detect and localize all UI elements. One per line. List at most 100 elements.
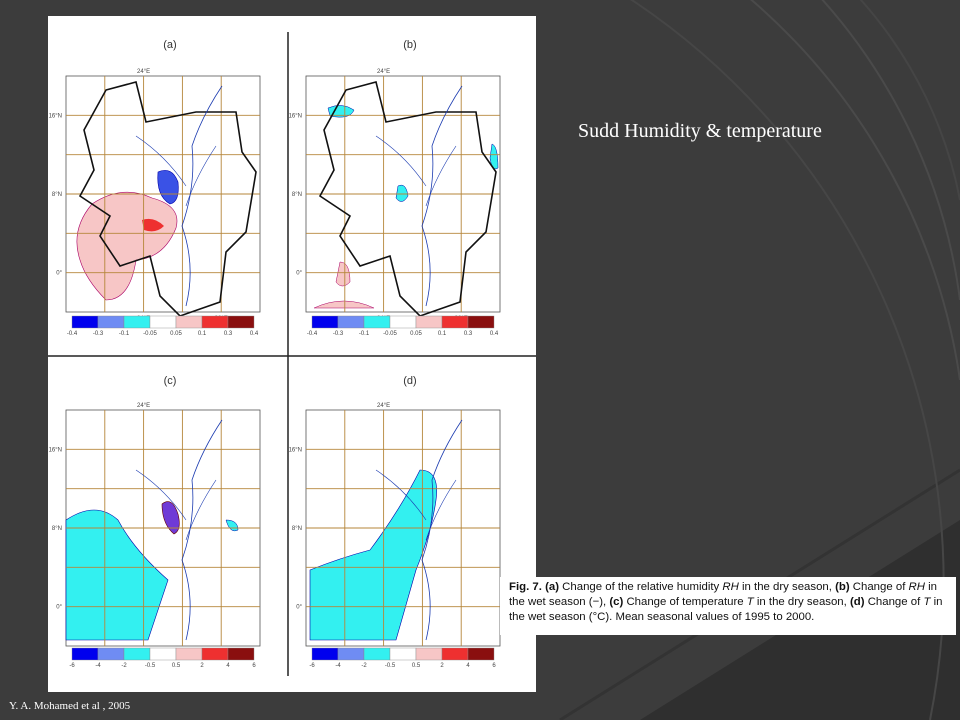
country-boundary bbox=[318, 81, 497, 317]
lon-top-label: 24°E bbox=[137, 403, 150, 409]
scale-tick-3: -0.05 bbox=[383, 331, 397, 337]
rh-wet-region-4 bbox=[313, 300, 375, 309]
lat-bottom-label: 0° bbox=[296, 271, 302, 277]
scale-swatch-6 bbox=[467, 315, 495, 329]
scale-tick-2: -2 bbox=[361, 663, 367, 669]
scale-swatch-0 bbox=[71, 315, 99, 329]
slide-title: Sudd Humidity & temperature bbox=[578, 120, 822, 142]
lon-top-label: 24°E bbox=[377, 403, 390, 409]
scale-swatch-5 bbox=[201, 315, 229, 329]
country-boundary bbox=[78, 81, 257, 317]
caption-c: (c) bbox=[609, 596, 624, 608]
lat-bottom-label: 0° bbox=[296, 605, 302, 611]
scale-tick-5: 2 bbox=[200, 663, 204, 669]
caption-d-text: Change of bbox=[864, 596, 924, 608]
scale-tick-7: 6 bbox=[492, 663, 496, 669]
scale-tick-4: 0.5 bbox=[172, 663, 181, 669]
lat-top-label: 16°N bbox=[49, 447, 62, 453]
temp-dry-mixed-region bbox=[161, 501, 180, 535]
scale-swatch-4 bbox=[415, 647, 443, 661]
scale-swatch-6 bbox=[227, 315, 255, 329]
caption-b-text: Change of bbox=[849, 581, 909, 593]
scale-swatch-0 bbox=[311, 647, 339, 661]
scale-tick-1: -4 bbox=[95, 663, 101, 669]
lat-mid-label: 8°N bbox=[52, 526, 62, 532]
river-nile bbox=[181, 419, 223, 641]
lat-bottom-label: 0° bbox=[56, 605, 62, 611]
caption-b-tail: in the wet season (−), bbox=[509, 581, 938, 608]
scale-tick-1: -4 bbox=[335, 663, 341, 669]
author-credit: Y. A. Mohamed et al , 2005 bbox=[9, 700, 131, 712]
scale-tick-7: 0.4 bbox=[490, 331, 499, 337]
scale-swatch-2 bbox=[123, 315, 151, 329]
caption-a: (a) bbox=[545, 581, 560, 593]
scale-tick-6: 4 bbox=[466, 663, 470, 669]
caption-b: (b) bbox=[835, 581, 850, 593]
scale-tick-7: 0.4 bbox=[250, 331, 259, 337]
scale-swatch-4 bbox=[175, 315, 203, 329]
scale-tick-6: 4 bbox=[226, 663, 230, 669]
scale-swatch-1 bbox=[337, 315, 365, 329]
figure-image: (a)24°E24°E32°E16°N8°N0°-0.4-0.3-0.1-0.0… bbox=[48, 16, 536, 692]
scale-swatch-6 bbox=[227, 647, 255, 661]
caption-t2: T bbox=[923, 596, 931, 608]
scale-swatch-0 bbox=[311, 315, 339, 329]
caption-d: (d) bbox=[849, 596, 865, 608]
scale-swatch-5 bbox=[201, 647, 229, 661]
scale-tick-5: 0.1 bbox=[198, 331, 207, 337]
scale-swatch-3 bbox=[149, 647, 177, 661]
caption-c-tail: in the dry season, bbox=[753, 596, 850, 608]
scale-tick-7: 6 bbox=[252, 663, 256, 669]
scale-tick-3: -0.5 bbox=[385, 663, 396, 669]
lat-top-label: 16°N bbox=[49, 113, 62, 119]
lat-top-label: 16°N bbox=[289, 447, 302, 453]
scale-tick-1: -0.3 bbox=[93, 331, 104, 337]
caption-a-tail: in the dry season, bbox=[738, 581, 836, 593]
lat-mid-label: 8°N bbox=[292, 526, 302, 532]
scale-swatch-2 bbox=[363, 315, 391, 329]
scale-tick-4: 0.05 bbox=[410, 331, 422, 337]
caption-c-text: Change of temperature bbox=[623, 596, 747, 608]
scale-tick-3: -0.05 bbox=[143, 331, 157, 337]
river-tributary bbox=[375, 135, 457, 207]
panel-label-0: (a) bbox=[163, 39, 176, 51]
scale-tick-0: -0.4 bbox=[67, 331, 78, 337]
river-nile bbox=[421, 419, 463, 641]
scale-swatch-2 bbox=[363, 647, 391, 661]
lat-bottom-label: 0° bbox=[56, 271, 62, 277]
lat-mid-label: 8°N bbox=[52, 192, 62, 198]
scale-tick-0: -6 bbox=[309, 663, 315, 669]
lon-top-label: 24°E bbox=[137, 69, 150, 75]
scale-tick-4: 0.05 bbox=[170, 331, 182, 337]
caption-t1: T bbox=[746, 596, 754, 608]
panel-label-1: (b) bbox=[403, 39, 416, 51]
scale-tick-2: -0.1 bbox=[119, 331, 130, 337]
caption-fig: Fig. 7. bbox=[509, 581, 542, 593]
scale-swatch-1 bbox=[97, 315, 125, 329]
scale-tick-2: -0.1 bbox=[359, 331, 370, 337]
figure-panels: (a)24°E24°E32°E16°N8°N0°-0.4-0.3-0.1-0.0… bbox=[48, 32, 536, 676]
scale-swatch-0 bbox=[71, 647, 99, 661]
caption-rh2: RH bbox=[908, 581, 925, 593]
river-nile bbox=[181, 85, 223, 307]
scale-tick-3: -0.5 bbox=[145, 663, 156, 669]
scale-swatch-1 bbox=[97, 647, 125, 661]
caption-a-text: Change of the relative humidity bbox=[559, 581, 723, 593]
scale-tick-4: 0.5 bbox=[412, 663, 421, 669]
river-tributary bbox=[135, 469, 217, 541]
river-tributary bbox=[375, 469, 457, 541]
scale-swatch-3 bbox=[149, 315, 177, 329]
scale-swatch-3 bbox=[389, 315, 417, 329]
scale-swatch-5 bbox=[441, 647, 469, 661]
panel-label-2: (c) bbox=[164, 375, 177, 387]
scale-tick-1: -0.3 bbox=[333, 331, 344, 337]
scale-swatch-4 bbox=[415, 315, 443, 329]
scale-swatch-2 bbox=[123, 647, 151, 661]
scale-tick-0: -0.4 bbox=[307, 331, 318, 337]
lat-top-label: 16°N bbox=[289, 113, 302, 119]
river-nile bbox=[421, 85, 463, 307]
rh-dry-negative-region bbox=[157, 170, 179, 205]
scale-tick-5: 2 bbox=[440, 663, 444, 669]
scale-swatch-3 bbox=[389, 647, 417, 661]
scale-swatch-5 bbox=[441, 315, 469, 329]
